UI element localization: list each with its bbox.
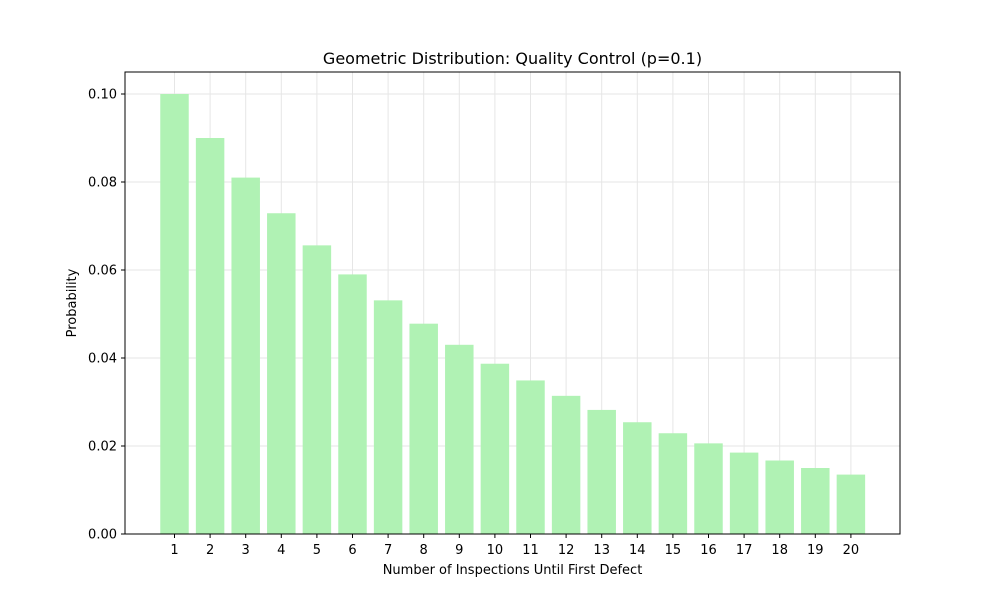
bar-16 — [694, 443, 723, 534]
x-tick-label: 6 — [348, 543, 356, 558]
bar-19 — [801, 468, 830, 534]
bar-10 — [480, 363, 510, 534]
bar-17 — [729, 452, 759, 534]
plot-frame — [124, 71, 901, 535]
bar-14 — [623, 422, 652, 534]
x-tick-label: 2 — [206, 543, 214, 558]
bar-11 — [516, 380, 545, 534]
bar-7 — [373, 300, 403, 534]
y-tick-label: 0.10 — [88, 88, 117, 103]
y-tick-label: 0.04 — [88, 352, 117, 367]
bar-8 — [409, 323, 438, 534]
x-tick-label: 16 — [700, 543, 717, 558]
x-tick-label: 20 — [843, 543, 860, 558]
bar-13 — [587, 409, 616, 534]
x-tick-label: 11 — [522, 543, 539, 558]
x-tick-label: 10 — [487, 543, 504, 558]
x-tick-label: 12 — [558, 543, 575, 558]
x-tick-label: 3 — [242, 543, 250, 558]
bar-9 — [445, 344, 474, 534]
y-tick-label: 0.02 — [88, 440, 117, 455]
bar-5 — [302, 245, 332, 535]
x-tick-label: 14 — [629, 543, 646, 558]
x-tick-label: 7 — [384, 543, 392, 558]
x-tick-label: 1 — [170, 543, 178, 558]
bar-6 — [338, 274, 367, 534]
y-tick-label: 0.06 — [88, 264, 117, 279]
bar-20 — [836, 474, 866, 534]
chart-title: Geometric Distribution: Quality Control … — [323, 49, 702, 68]
bar-2 — [195, 138, 225, 534]
x-tick-label: 17 — [736, 543, 753, 558]
x-tick-label: 13 — [593, 543, 610, 558]
bar-12 — [551, 395, 581, 534]
y-tick-label: 0.00 — [88, 528, 117, 543]
x-axis-label: Number of Inspections Until First Defect — [383, 563, 643, 578]
x-tick-label: 9 — [455, 543, 463, 558]
y-axis-label: Probability — [65, 268, 80, 337]
x-tick-label: 8 — [420, 543, 428, 558]
bar-1 — [160, 94, 189, 534]
x-tick-label: 19 — [807, 543, 824, 558]
bars — [160, 94, 866, 535]
y-axis-ticks: 0.00 0.02 0.04 0.06 0.08 0.10 — [88, 88, 125, 543]
x-tick-label: 4 — [277, 543, 285, 558]
bar-18 — [765, 460, 794, 534]
x-tick-label: 15 — [665, 543, 682, 558]
x-tick-label: 18 — [771, 543, 788, 558]
bar-4 — [267, 213, 296, 535]
y-tick-label: 0.08 — [88, 176, 117, 191]
bar-3 — [231, 177, 260, 534]
bar-15 — [658, 433, 688, 534]
x-axis-ticks: 1 2 3 4 5 6 7 8 9 10 11 12 13 14 15 16 17 18 19 20 — [170, 534, 859, 558]
x-tick-label: 5 — [313, 543, 321, 558]
